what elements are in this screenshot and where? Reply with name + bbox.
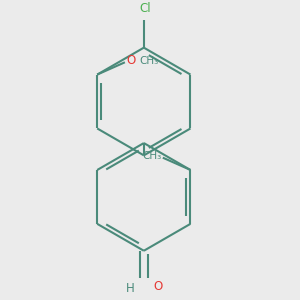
Text: H: H <box>126 281 134 295</box>
Text: CH₃: CH₃ <box>142 151 161 161</box>
Text: CH₃: CH₃ <box>140 56 159 66</box>
Text: O: O <box>126 54 136 67</box>
Text: O: O <box>153 280 162 293</box>
Text: Cl: Cl <box>140 2 151 15</box>
